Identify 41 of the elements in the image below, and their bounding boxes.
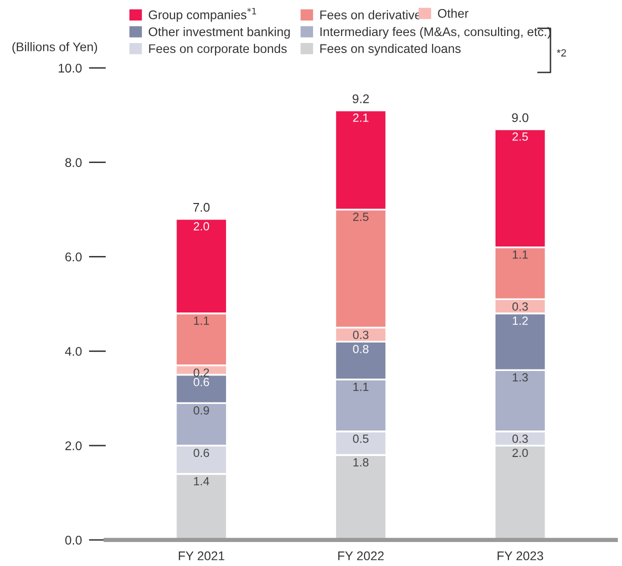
legend-label: Fees on syndicated loans	[320, 44, 461, 56]
x-tick-label: FY 2021	[178, 551, 224, 560]
y-tick-label: 8.0	[65, 158, 82, 167]
y-tick-label: 2.0	[65, 441, 82, 450]
legend-label: Group companies$^{*1}$	[148, 8, 256, 22]
data-label: 1.3	[512, 373, 528, 382]
data-label: 0.2	[194, 368, 209, 377]
total-label: 7.0	[193, 202, 210, 212]
data-label: 0.5	[353, 434, 368, 443]
data-label: 2.5	[353, 212, 368, 222]
legend-label: Other	[438, 8, 468, 18]
data-label: 1.1	[353, 382, 368, 391]
data-label: 2.5	[512, 132, 528, 141]
data-label: 1.2	[512, 316, 528, 325]
data-label: 0.3	[353, 330, 368, 340]
total-label: 9.2	[352, 94, 369, 104]
total-label: 9.0	[512, 113, 528, 122]
data-label: 1.1	[194, 316, 210, 325]
y-tick-label: 4.0	[65, 346, 82, 356]
y-axis-title: (Billions of Yen)	[12, 42, 98, 54]
data-label: 0.6	[194, 448, 210, 458]
data-label: 0.3	[512, 302, 528, 311]
data-label: 2.0	[194, 222, 210, 230]
legend-label: Fees on corporate bonds	[149, 44, 287, 56]
data-label: 0.9	[194, 406, 210, 415]
y-tick-label: 0.0	[65, 536, 82, 545]
data-label: 0.3	[512, 434, 528, 443]
x-tick-label: FY 2023	[498, 551, 544, 560]
data-label: 1.1	[512, 250, 528, 259]
y-tick-label: 6.0	[65, 252, 82, 262]
data-label: 2.1	[353, 114, 368, 122]
data-label: 2.0	[512, 448, 528, 458]
legend-label: Fees on derivative	[320, 10, 421, 20]
legend-label: Other investment banking	[148, 27, 290, 39]
data-label: 0.8	[353, 344, 368, 354]
y-tick-label: 10.0	[58, 64, 82, 73]
x-tick-label: FY 2022	[338, 551, 384, 560]
data-label: 0.6	[194, 378, 210, 386]
text: *2	[556, 49, 566, 56]
data-label: 1.4	[194, 477, 210, 486]
data-label: 1.8	[353, 458, 368, 466]
